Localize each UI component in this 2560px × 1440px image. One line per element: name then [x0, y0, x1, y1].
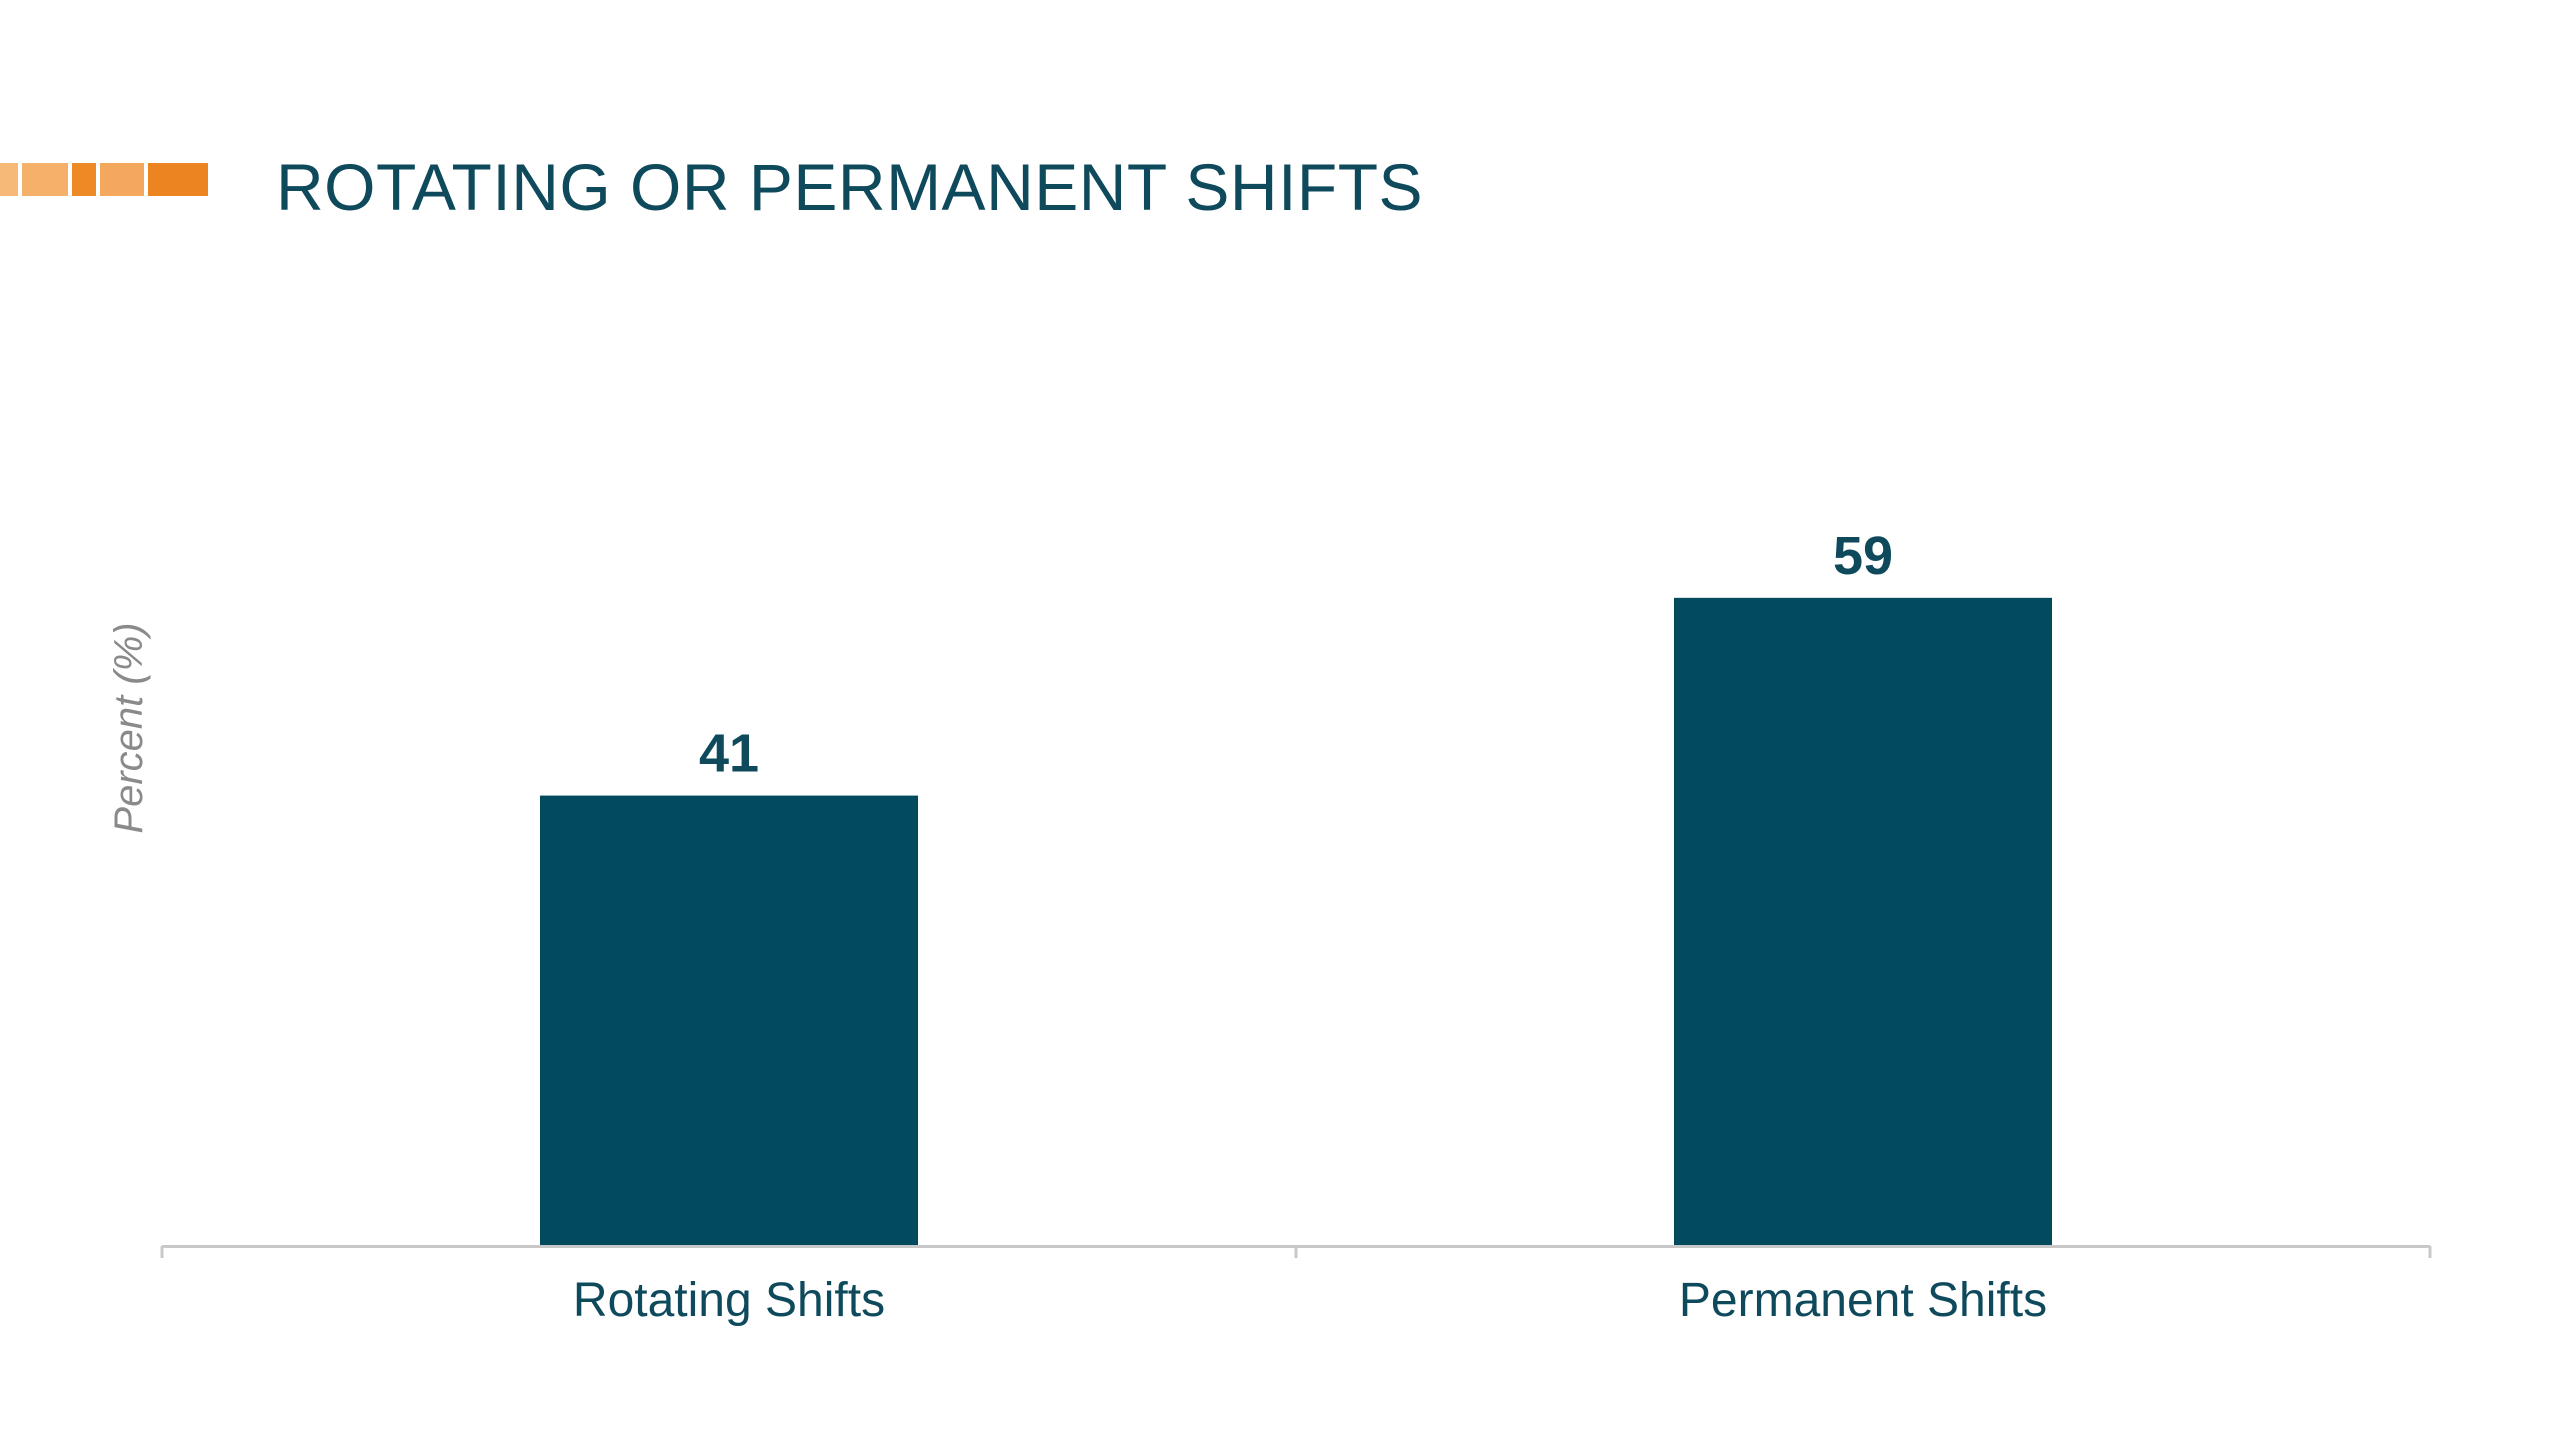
data-label-1: 41 — [699, 724, 759, 784]
y-axis-label: Percent (%) — [107, 622, 151, 833]
x-tick-label-2: Permanent Shifts — [1679, 1274, 2047, 1327]
x-tick-label-1: Rotating Shifts — [573, 1274, 885, 1327]
page-title: ROTATING OR PERMANENT SHIFTS — [276, 150, 1424, 224]
accent-strip-decoration — [0, 163, 208, 196]
bar-2 — [1674, 597, 2052, 1246]
data-label-2: 59 — [1833, 526, 1893, 586]
bar-1 — [540, 795, 918, 1246]
